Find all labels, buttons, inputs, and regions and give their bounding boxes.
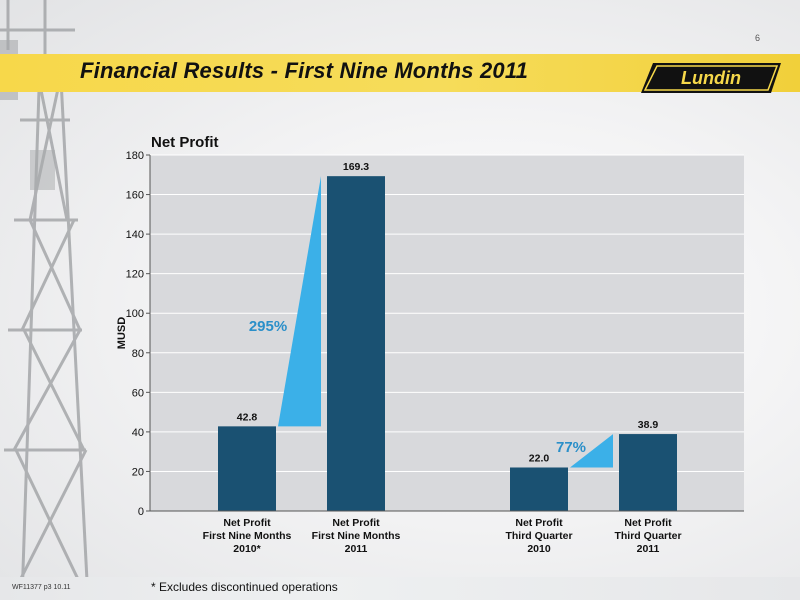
y-tick-label: 0	[138, 506, 144, 518]
bars	[218, 176, 677, 511]
category-label: Net Profit First Nine Months 2010*	[203, 517, 292, 555]
category-label: Net Profit Third Quarter 2011	[614, 517, 681, 555]
y-tick-label: 180	[126, 150, 144, 162]
growth-label: 295%	[249, 318, 287, 335]
category-label-line: Net Profit	[515, 517, 563, 529]
category-label-line: 2011	[345, 543, 368, 555]
bar	[218, 426, 276, 511]
growth-wedge	[278, 176, 321, 427]
logo-text: Lundin	[681, 68, 741, 88]
data-label: 169.3	[343, 161, 369, 173]
footer-band	[0, 577, 800, 600]
footer-reference: WF11377 p3 10.11	[12, 584, 71, 591]
category-label-line: Net Profit	[223, 517, 271, 529]
oil-derrick-graphic	[0, 0, 90, 600]
y-tick-label: 100	[126, 308, 144, 320]
category-label-line: Net Profit	[332, 517, 380, 529]
page-title: Financial Results - First Nine Months 20…	[80, 58, 529, 83]
category-label-line: Net Profit	[624, 517, 672, 529]
y-tick-label: 20	[132, 466, 144, 478]
data-label: 42.8	[237, 411, 258, 423]
y-tick-labels: 0 20 40 60 80 100 120 140 160 180	[126, 150, 144, 518]
category-label-line: 2011	[637, 543, 660, 555]
bar	[510, 467, 568, 511]
category-label-line: First Nine Months	[312, 530, 401, 542]
category-label-line: 2010*	[233, 543, 261, 555]
y-tick-label: 40	[132, 427, 144, 439]
growth-label: 77%	[556, 439, 586, 456]
page-number: 6	[755, 33, 761, 43]
category-label-line: First Nine Months	[203, 530, 292, 542]
chart-title: Net Profit	[151, 134, 219, 151]
category-label: Net Profit Third Quarter 2010	[505, 517, 572, 555]
value-labels: 42.8 169.3 22.0 38.9	[237, 161, 659, 464]
y-tick-label: 120	[126, 269, 144, 281]
y-axis-label: MUSD	[116, 317, 128, 349]
data-label: 22.0	[529, 452, 550, 464]
data-label: 38.9	[638, 419, 659, 431]
footnote: * Excludes discontinued operations	[151, 580, 338, 594]
y-tick-label: 80	[132, 348, 144, 360]
y-tick-label: 60	[132, 387, 144, 399]
category-label-line: Third Quarter	[505, 530, 572, 542]
category-labels: Net Profit First Nine Months 2010*Net Prof…	[203, 517, 682, 555]
bar	[619, 434, 677, 511]
y-tick-label: 160	[126, 190, 144, 202]
growth-annotations: 295% 77%	[249, 176, 613, 468]
y-tick-label: 140	[126, 229, 144, 241]
category-label: Net Profit First Nine Months 2011	[312, 517, 401, 555]
lundin-logo: Lundin	[641, 63, 781, 93]
bar	[327, 176, 385, 511]
category-label-line: 2010	[527, 543, 551, 555]
growth-wedge	[570, 434, 613, 468]
category-label-line: Third Quarter	[614, 530, 681, 542]
